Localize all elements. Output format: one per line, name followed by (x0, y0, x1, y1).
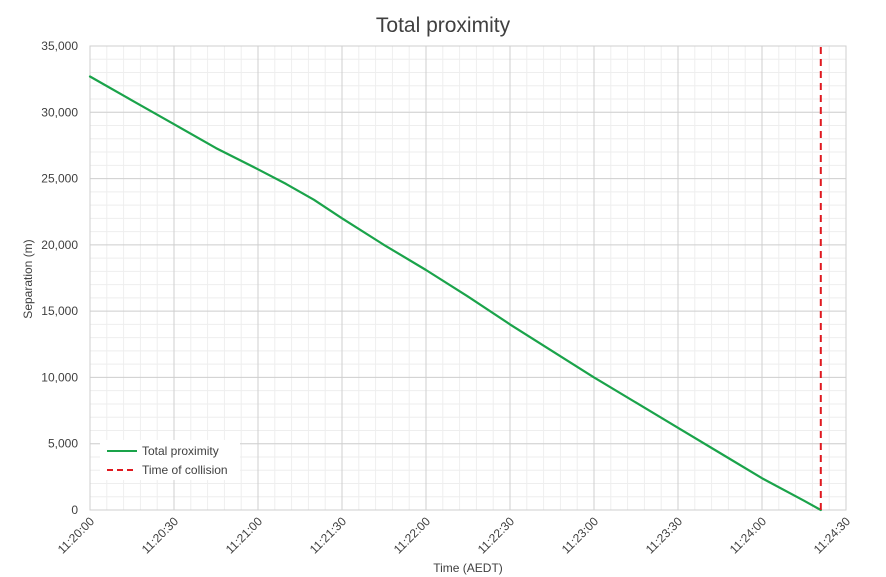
grid (89, 45, 847, 511)
y-axis-title: Separation (m) (21, 239, 35, 318)
legend-label: Total proximity (142, 444, 219, 458)
legend: Total proximity Time of collision (100, 440, 240, 480)
legend-label: Time of collision (142, 463, 228, 477)
chart-title: Total proximity (376, 14, 511, 37)
x-tick-label: 11:20:00 (55, 514, 98, 557)
y-tick-label: 15,000 (41, 304, 78, 318)
x-tick-label: 11:20:30 (139, 514, 182, 557)
y-tick-label: 25,000 (41, 172, 78, 186)
y-tick-label: 20,000 (41, 238, 78, 252)
y-tick-label: 5,000 (48, 437, 78, 451)
x-axis-title: Time (AEDT) (433, 561, 503, 575)
y-tick-label: 0 (71, 503, 78, 517)
x-tick-label: 11:23:00 (559, 514, 602, 557)
x-tick-label: 11:21:00 (223, 514, 266, 557)
x-tick-label: 11:24:30 (811, 514, 854, 557)
x-tick-label: 11:22:30 (475, 514, 518, 557)
y-tick-label: 10,000 (41, 370, 78, 384)
x-tick-label: 11:24:00 (727, 514, 770, 557)
plot-area-border (89, 45, 847, 511)
x-tick-label: 11:21:30 (307, 514, 350, 557)
series-line-total-proximity (88, 75, 822, 512)
x-tick-label: 11:23:30 (643, 514, 686, 557)
y-tick-label: 30,000 (41, 105, 78, 119)
y-tick-label: 35,000 (41, 39, 78, 53)
legend-box (100, 440, 240, 480)
series-lines (88, 46, 822, 512)
x-tick-label: 11:22:00 (391, 514, 434, 557)
